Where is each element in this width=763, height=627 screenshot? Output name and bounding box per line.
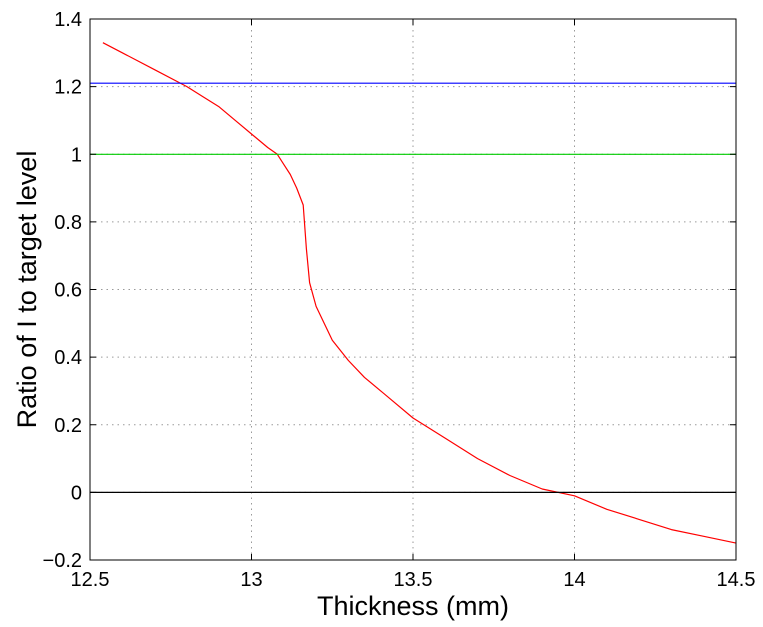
y-tick-label: −0.2 xyxy=(43,550,82,572)
y-tick-label: 0.2 xyxy=(54,415,82,437)
x-tick-label: 14.5 xyxy=(717,569,756,591)
series-line-1 xyxy=(102,42,737,544)
y-tick-label: 1 xyxy=(71,144,82,166)
y-tick-label: 0.4 xyxy=(54,347,82,369)
ticks: 12.5 13 13.5 14 14.5 −0.2 0 0.2 0.4 0.6 0.8 1 1.2 1.4 xyxy=(43,9,756,591)
x-tick-label: 13.5 xyxy=(394,569,433,591)
y-tick-label: 0.8 xyxy=(54,212,82,234)
y-tick-label: 0.6 xyxy=(54,280,82,302)
series-lines xyxy=(90,42,737,544)
x-tick-label: 14 xyxy=(563,569,585,591)
y-tick-label: 1.2 xyxy=(54,77,82,99)
y-axis-label: Ratio of I to target level xyxy=(12,151,42,429)
x-axis-label: Thickness (mm) xyxy=(317,591,509,621)
y-tick-label: 0 xyxy=(71,482,82,504)
x-tick-label: 12.5 xyxy=(71,569,110,591)
y-tick-label: 1.4 xyxy=(54,9,82,31)
grid-lines xyxy=(90,19,736,560)
x-tick-label: 13 xyxy=(240,569,262,591)
